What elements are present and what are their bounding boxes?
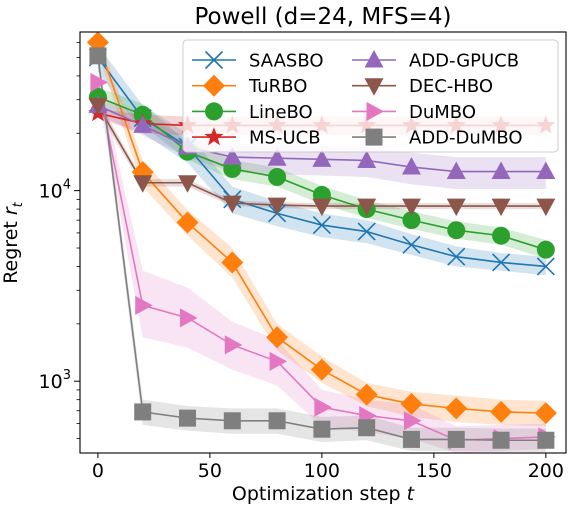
band-add-gpucb (97, 97, 546, 190)
point-dec-hbo (267, 197, 287, 216)
point-add-dumbo (179, 409, 197, 427)
point-turbo (400, 392, 423, 415)
point-add-dumbo (492, 431, 510, 449)
point-add-dumbo (402, 430, 420, 448)
legend-label-add-dumbo: ADD-DuMBO (409, 128, 523, 149)
legend-label-ms-ucb: MS-UCB (249, 128, 321, 149)
legend-label-saasbo: SAASBO (249, 51, 324, 72)
point-add-dumbo (313, 420, 331, 438)
legend-label-dec-hbo: DEC-HBO (409, 76, 493, 97)
point-dumbo (180, 308, 198, 328)
x-tick-label: 150 (416, 460, 452, 482)
point-add-dumbo (358, 419, 376, 437)
legend-marker-add-gpucb (364, 50, 384, 68)
point-add-dumbo (268, 412, 286, 430)
legend-label-dumbo: DuMBO (409, 102, 476, 123)
point-dumbo (269, 351, 288, 371)
point-turbo (221, 251, 244, 274)
point-saasbo (491, 253, 511, 272)
point-dumbo (403, 411, 422, 431)
legend: SAASBO TuRBO LineBO MS-UCB ADD-GPUCB DEC-HBO D… (182, 39, 559, 153)
y-tick-label: 104 (39, 178, 71, 203)
x-tick-label: 0 (92, 460, 104, 482)
legend-marker-dumbo (366, 101, 384, 121)
legend-marker-ms-ucb (204, 127, 224, 146)
point-dec-hbo (491, 198, 511, 217)
point-add-gpucb (267, 148, 287, 166)
point-add-gpucb (222, 147, 242, 165)
point-add-dumbo (223, 412, 241, 430)
y-axis-label: Regret rt (0, 201, 26, 284)
point-add-gpucb (536, 161, 556, 180)
legend-label-linebo: LineBO (249, 102, 313, 123)
y-tick-label: 103 (39, 368, 71, 393)
x-axis-ticks: 0 50 100 150 200 (92, 453, 564, 482)
point-linebo (492, 226, 511, 245)
point-dec-hbo (178, 175, 198, 193)
point-saasbo (312, 215, 331, 235)
x-axis-label: Optimization step t (232, 483, 416, 505)
point-dumbo (90, 72, 108, 92)
x-tick-label: 200 (528, 460, 564, 482)
point-turbo (355, 383, 378, 406)
legend-box (182, 39, 559, 153)
point-add-dumbo (537, 431, 555, 449)
point-add-gpucb (491, 161, 511, 180)
point-turbo (445, 397, 468, 420)
point-dumbo (135, 295, 153, 315)
band-dumbo (97, 71, 546, 453)
legend-label-turbo: TuRBO (248, 76, 307, 97)
series-markers (86, 31, 557, 450)
point-saasbo (447, 247, 466, 266)
legend-marker-add-dumbo (365, 128, 383, 146)
point-dec-hbo (88, 97, 108, 116)
point-dec-hbo (133, 175, 153, 193)
point-dec-hbo (401, 198, 421, 217)
point-turbo (266, 326, 289, 349)
legend-marker-dec-hbo (364, 78, 384, 96)
point-dec-hbo (312, 198, 332, 217)
point-add-dumbo (447, 430, 465, 448)
chart-title: Powell (d=24, MFS=4) (194, 4, 451, 30)
point-turbo (534, 402, 557, 425)
point-add-gpucb (312, 149, 332, 167)
x-tick-label: 100 (304, 460, 340, 482)
point-dumbo (224, 335, 243, 355)
point-dec-hbo (222, 195, 242, 214)
legend-marker-turbo (203, 74, 225, 97)
point-linebo (402, 211, 421, 230)
point-add-gpucb (357, 150, 377, 168)
point-linebo (447, 221, 466, 240)
legend-marker-linebo (205, 102, 223, 121)
y-axis-ticks: 103 104 (39, 41, 80, 439)
point-saasbo (536, 257, 555, 276)
point-turbo (310, 358, 333, 381)
point-add-gpucb (401, 157, 421, 175)
point-add-gpucb (133, 115, 153, 133)
point-dec-hbo (536, 198, 556, 217)
point-turbo (490, 400, 513, 423)
legend-label-add-gpucb: ADD-GPUCB (409, 51, 519, 72)
x-tick-label: 50 (198, 460, 222, 482)
point-add-gpucb (446, 161, 466, 180)
point-dec-hbo (446, 198, 466, 217)
point-linebo (536, 240, 555, 259)
point-saasbo (402, 235, 421, 254)
point-turbo (176, 211, 199, 234)
point-dec-hbo (357, 198, 377, 217)
point-saasbo (357, 222, 376, 241)
point-add-dumbo (134, 403, 152, 421)
point-linebo (268, 167, 287, 186)
point-dumbo (314, 397, 332, 417)
legend-marker-saasbo (204, 50, 224, 70)
plot-frame (79, 31, 567, 454)
point-add-dumbo (89, 47, 107, 65)
